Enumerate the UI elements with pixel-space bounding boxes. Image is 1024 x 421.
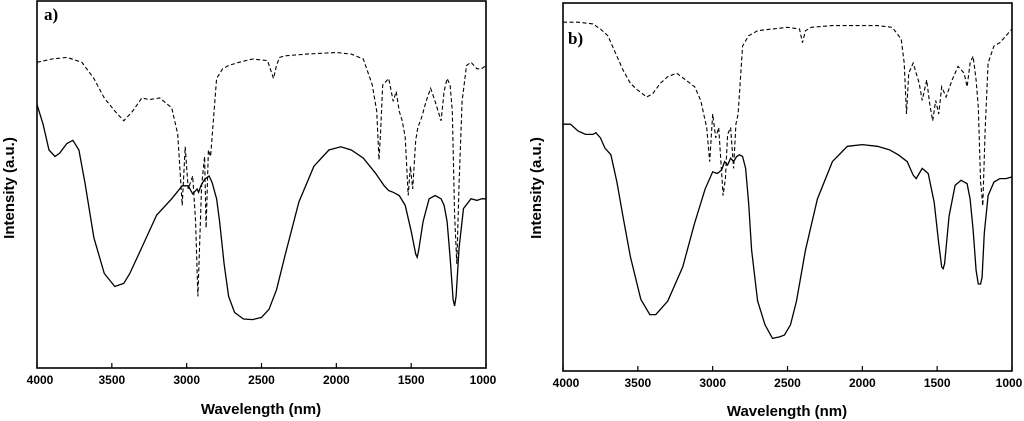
x-ticks-a xyxy=(36,363,487,368)
x-tick-label: 1000 xyxy=(470,373,497,387)
x-tick-labels-a: 4000 3500 3000 2500 2000 1500 1000 xyxy=(27,373,497,387)
plot-frame-a xyxy=(36,0,487,369)
x-tick-label: 4000 xyxy=(27,373,54,387)
x-tick-label: 2500 xyxy=(248,373,275,387)
x-tick-labels-b: 4000 3500 3000 2500 2000 1500 1000 xyxy=(553,376,1023,390)
x-tick-label: 4000 xyxy=(553,376,580,390)
plot-frame-b xyxy=(562,2,1013,372)
x-tick-label: 1000 xyxy=(996,376,1023,390)
series-dashed-b xyxy=(563,21,1013,206)
x-axis-title-b: Wavelength (nm) xyxy=(727,403,847,420)
y-axis-title-a: Intensity (a.u.) xyxy=(1,137,18,239)
y-axis-title-b: Intensity (a.u.) xyxy=(528,137,545,239)
x-tick-label: 3000 xyxy=(173,373,200,387)
x-tick-label: 1500 xyxy=(398,373,425,387)
panel-a: a) 4000 3500 3000 2500 2000 1500 1000 Wa… xyxy=(1,0,497,418)
x-tick-label: 3000 xyxy=(699,376,726,390)
panel-label-b: b) xyxy=(568,29,583,48)
series-solid-b xyxy=(563,123,1013,340)
series-solid-a xyxy=(36,104,486,321)
panel-b: b) 4000 3500 3000 2500 2000 1500 1000 Wa… xyxy=(528,2,1023,420)
x-tick-label: 1500 xyxy=(924,376,951,390)
x-tick-label: 2500 xyxy=(774,376,801,390)
x-ticks-b xyxy=(562,366,1013,371)
x-tick-label: 2000 xyxy=(323,373,350,387)
x-axis-title-a: Wavelength (nm) xyxy=(201,401,321,418)
panel-label-a: a) xyxy=(44,5,58,24)
x-tick-label: 2000 xyxy=(849,376,876,390)
x-tick-label: 3500 xyxy=(98,373,125,387)
x-tick-label: 3500 xyxy=(624,376,651,390)
series-dashed-a xyxy=(36,51,487,297)
